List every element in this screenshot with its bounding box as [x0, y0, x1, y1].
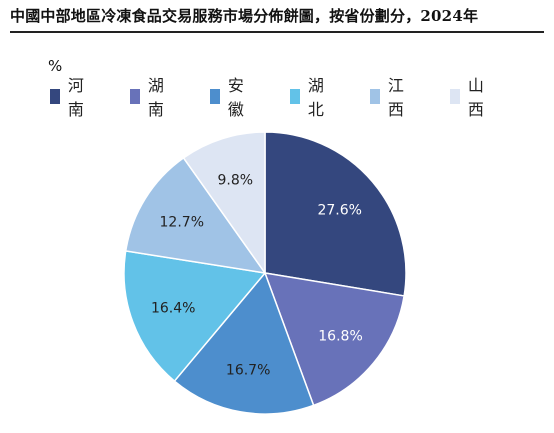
- pie-slice-jiangxi: [124, 156, 267, 275]
- pie-slice-hubei: [123, 250, 267, 383]
- chart-title: 中國中部地區冷凍食品交易服務市場分佈餅圖，按省份劃分，2024年: [10, 7, 479, 25]
- legend-label-anhui: 安徽: [227, 76, 244, 119]
- legend-label-hunan: 湖南: [147, 76, 164, 119]
- legend-swatch-jiangxi: [370, 88, 380, 104]
- slice-label-anhui: 16.7%: [226, 363, 270, 379]
- legend-label-jiangxi: 江西: [387, 76, 404, 119]
- legend-item-henan: 河南: [50, 76, 89, 119]
- legend-swatch-henan: [50, 88, 60, 104]
- slice-label-hubei: 16.4%: [151, 300, 195, 316]
- legend-item-hunan: 湖南: [130, 76, 169, 119]
- slice-label-jiangxi: 12.7%: [160, 214, 204, 230]
- legend-swatch-shanxi: [450, 88, 460, 104]
- legend-item-hubei: 湖北: [290, 76, 329, 119]
- title-underline: [10, 31, 544, 33]
- slice-label-shanxi: 9.8%: [218, 173, 254, 189]
- slice-label-henan: 27.6%: [317, 203, 361, 219]
- slice-label-hunan: 16.8%: [318, 328, 362, 344]
- pie-slices: [123, 131, 407, 415]
- legend-item-shanxi: 山西: [450, 76, 489, 119]
- pie-slice-labels: 27.6% 16.8% 16.7% 16.4% 12.7% 9.8%: [151, 173, 363, 379]
- unit-label: %: [48, 57, 63, 75]
- legend-label-henan: 河南: [67, 76, 84, 119]
- legend-swatch-anhui: [210, 88, 220, 104]
- legend-item-jiangxi: 江西: [370, 76, 409, 119]
- pie-slice-shanxi: [182, 131, 266, 276]
- legend-swatch-hunan: [130, 88, 140, 104]
- legend-item-anhui: 安徽: [210, 76, 249, 119]
- pie-slice-anhui: [173, 271, 315, 415]
- pie-slice-henan: [264, 131, 407, 297]
- pie-slice-hunan: [263, 272, 405, 407]
- legend-label-hubei: 湖北: [307, 76, 324, 119]
- legend-label-shanxi: 山西: [467, 76, 484, 119]
- legend-swatch-hubei: [290, 88, 300, 104]
